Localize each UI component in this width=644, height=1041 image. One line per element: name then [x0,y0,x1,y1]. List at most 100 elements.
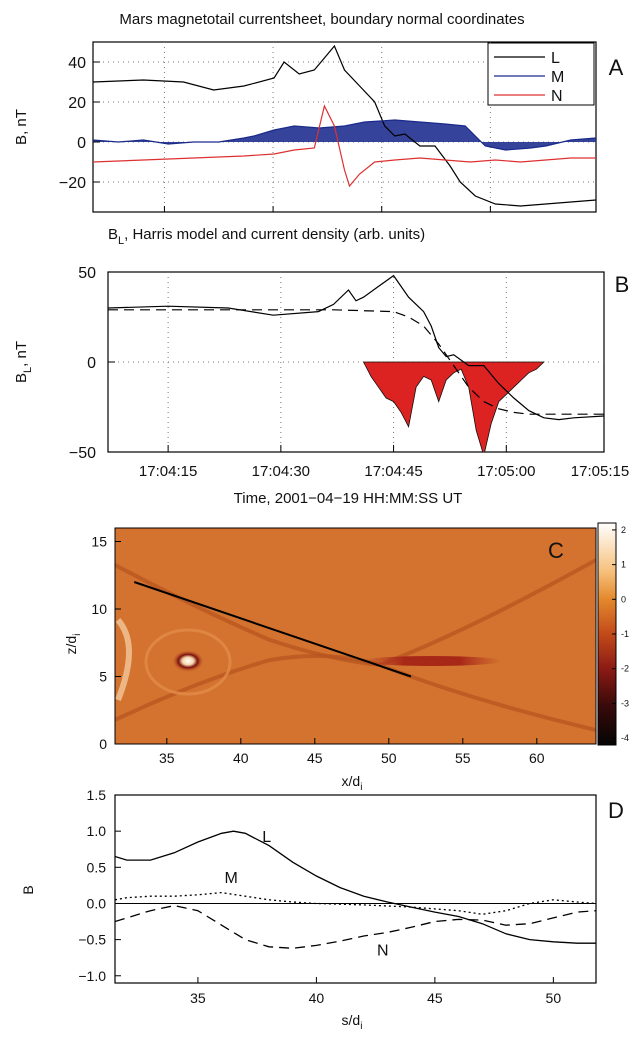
ylabel-main: B [13,373,30,383]
panel-letter: A [609,55,624,80]
y-tick-label: 20 [68,95,86,112]
plot-frame [114,794,597,984]
panel-letter: D [608,798,624,823]
x-tick-label: 17:04:15 [139,463,197,480]
y-tick-label: −1.0 [78,968,106,984]
ylabel-main: z/d [63,636,79,655]
x-line [362,656,502,666]
series-line-n [115,904,596,949]
flux-front [115,618,132,702]
x-tick-label: 45 [427,990,443,1006]
y-axis-label: B, nT [13,109,30,145]
series-layer [93,44,596,207]
colorbar-tick-label: -2 [621,664,629,674]
panel-a: −20 0 20 40 B, nT A L M N [13,41,624,213]
xlabel-main: x/d [342,773,361,789]
colorbar-ticks: 2 1 0 -1 -2 -3 -4 [612,525,629,743]
ylabel-subscript: L [22,367,34,373]
axis-ticks: −50 0 50 17:04:15 17:04:30 17:04:45 17:05:00 17… [69,265,629,480]
trajectory-line [133,581,412,678]
x-tick-label: 35 [190,990,206,1006]
y-tick-label: −50 [69,445,96,462]
x-axis-label: x/di [342,773,363,793]
plasmoid-core [172,650,204,672]
x-tick-label: 17:04:45 [364,463,422,480]
y-tick-label: 0.0 [87,895,107,911]
x-tick-label: 50 [546,990,562,1006]
y-tick-label: 40 [68,55,86,72]
panel-d: −1.0−0.50.00.51.01.535 40 45 50 LMN B s/di … [20,787,624,1032]
title-rest: , Harris model and current density (arb.… [124,226,425,243]
plot-frame [92,41,597,213]
y-tick-label: 10 [91,601,107,617]
series-line-l [115,830,596,944]
y-tick-label: 0.5 [87,859,107,875]
separatrix-upper-right [379,558,596,667]
series-m-fill [93,120,596,150]
heatmap-image [115,528,596,744]
axis-ticks: −20 0 20 40 [59,55,491,212]
panel-b: −50 0 50 17:04:15 17:04:30 17:04:45 17:05:00 17… [13,265,629,507]
series-line-m [93,119,596,151]
y-tick-label: 50 [78,265,96,282]
y-axis-label: B [20,885,36,894]
x-tick-label: 40 [309,990,325,1006]
panel-letter: C [548,538,564,563]
series-label-l: L [262,829,271,846]
series-layer [115,830,596,949]
separatrix-lower [115,654,381,722]
ylabel-subscript: i [72,634,83,636]
title-subscript: L [118,235,124,247]
legend-label-l: L [551,50,560,67]
y-tick-label: 15 [91,534,107,550]
panel-letter: B [615,272,630,297]
series-label-n: N [377,943,389,960]
colorbar-tick-label: 1 [621,560,626,570]
y-axis-label: BL, nT [13,341,34,383]
current-density-fill [362,361,545,452]
x-tick-label: 40 [233,750,249,766]
y-tick-label: 0 [87,355,96,372]
x-tick-label: 17:05:00 [477,463,535,480]
series-labels: L M N [224,829,388,960]
y-tick-label: −20 [59,175,86,192]
x-tick-label: 55 [455,750,471,766]
bl-measured-line [108,274,604,421]
colorbar-tick-label: 2 [621,525,626,535]
plot-frame [114,527,597,745]
colorbar-tick-label: -1 [621,629,629,639]
x-axis-label: s/di [342,1012,363,1032]
x-tick-label: 17:04:30 [252,463,310,480]
title-main: B [108,226,118,243]
legend-box [487,42,595,106]
x-tick-label: 45 [307,750,323,766]
y-tick-label: 0 [77,135,86,152]
series-line-l [93,44,596,207]
panel-b-title: BL, Harris model and current density (ar… [108,226,425,247]
y-tick-label: 5 [99,669,107,685]
xlabel-subscript: i [360,782,362,793]
legend-label-m: M [551,69,564,86]
x-tick-label: 17:05:15 [571,463,629,480]
series-line-n [93,104,596,188]
y-tick-label: 0 [99,736,107,752]
x-tick-label: 50 [381,750,397,766]
axis-ticks: −1.0 −0.5 0.0 0.5 1.0 1.5 35 40 45 50 [78,787,561,1006]
xlabel-main: s/d [342,1012,361,1028]
y-axis-label: z/di [63,634,83,655]
legend: L M N [487,42,595,106]
x-tick-label: 35 [159,750,175,766]
separatrix-upper [115,563,381,667]
ylabel-rest: , nT [13,341,30,367]
harris-model-line [108,309,604,415]
y-tick-label: 1.5 [87,787,107,803]
legend-label-n: N [551,88,563,105]
x-tick-label: 60 [529,750,545,766]
colorbar-tick-label: -3 [621,698,629,708]
xlabel-subscript: i [360,1021,362,1032]
colorbar-tick-label: 0 [621,594,626,604]
x-axis-label: Time, 2001−04−19 HH:MM:SS UT [234,490,463,507]
axis-ticks: 35 40 45 50 55 60 0 5 10 15 [91,534,544,767]
